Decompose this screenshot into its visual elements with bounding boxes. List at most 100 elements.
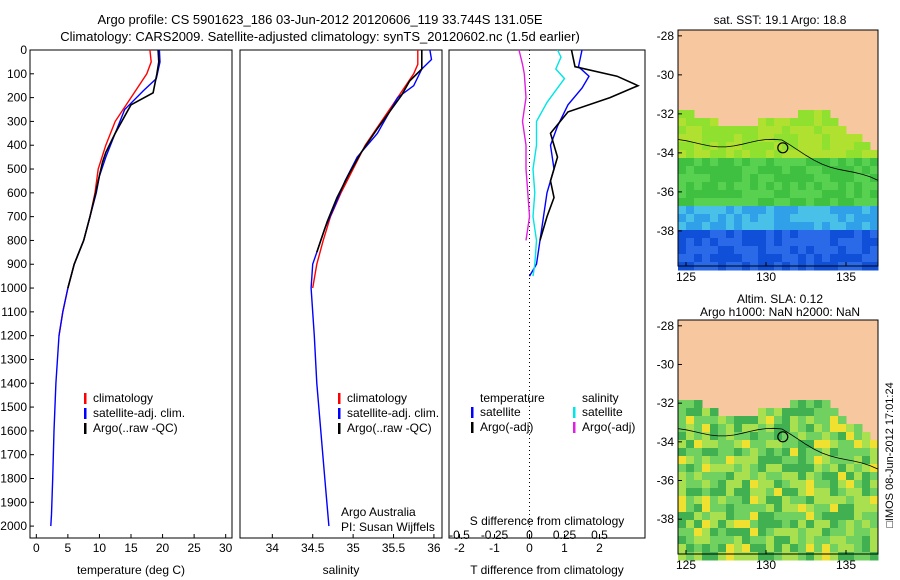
map-cell bbox=[846, 142, 855, 151]
map-y-tick-label: -36 bbox=[657, 474, 675, 488]
map-cell bbox=[758, 190, 767, 199]
map-cell bbox=[726, 456, 735, 465]
map-cell bbox=[838, 440, 847, 449]
map-cell bbox=[686, 246, 695, 255]
map-cell bbox=[694, 408, 703, 417]
y-tick-label: 100 bbox=[7, 67, 27, 81]
map-cell bbox=[830, 480, 839, 489]
map-cell bbox=[862, 142, 871, 151]
map-cell bbox=[702, 464, 711, 473]
series-line-climatology bbox=[58, 49, 152, 336]
map-cell bbox=[822, 150, 831, 159]
map-cell bbox=[774, 456, 783, 465]
map-cell bbox=[790, 246, 799, 255]
map-cell bbox=[686, 214, 695, 223]
map-cell bbox=[798, 416, 807, 425]
map-cell bbox=[806, 134, 815, 143]
map-cell bbox=[814, 448, 823, 457]
series-line-argoadj bbox=[539, 49, 640, 241]
map-cell bbox=[806, 480, 815, 489]
map-cell bbox=[798, 246, 807, 255]
map-cell bbox=[766, 166, 775, 175]
map-cell bbox=[694, 126, 703, 135]
map-cell bbox=[814, 536, 823, 545]
map-cell bbox=[774, 246, 783, 255]
map-cell bbox=[694, 230, 703, 239]
map-cell bbox=[694, 254, 703, 263]
map-cell bbox=[766, 238, 775, 247]
map-cell bbox=[718, 440, 727, 449]
map-cell bbox=[726, 520, 735, 529]
map-cell bbox=[734, 150, 743, 159]
map-cell bbox=[718, 448, 727, 457]
series-line-satelliteadjclim bbox=[50, 49, 161, 527]
map-cell bbox=[782, 126, 791, 135]
map-cell bbox=[742, 158, 751, 167]
map-cell bbox=[822, 214, 831, 223]
x-tick-label: 34 bbox=[266, 541, 280, 555]
map-cell bbox=[798, 528, 807, 537]
map-cell bbox=[686, 552, 695, 561]
map-cell bbox=[806, 424, 815, 433]
y-tick-label: 800 bbox=[7, 233, 27, 247]
map-cell bbox=[830, 512, 839, 521]
map-cell bbox=[846, 254, 855, 263]
map-cell bbox=[790, 182, 799, 191]
map-cell bbox=[862, 254, 871, 263]
map-cell bbox=[694, 206, 703, 215]
map-cell bbox=[774, 214, 783, 223]
map-cell bbox=[726, 432, 735, 441]
x-tick-label: -1 bbox=[489, 541, 500, 555]
map-cell bbox=[702, 448, 711, 457]
map-cell bbox=[758, 198, 767, 207]
map-cell bbox=[686, 408, 695, 417]
map-cell bbox=[798, 206, 807, 215]
map-cell bbox=[814, 126, 823, 135]
map-cell bbox=[750, 142, 759, 151]
map-cell bbox=[702, 254, 711, 263]
map-cell bbox=[718, 424, 727, 433]
map-cell bbox=[790, 142, 799, 151]
map-cell bbox=[798, 134, 807, 143]
map-cell bbox=[782, 246, 791, 255]
map-cell bbox=[862, 150, 871, 159]
map-cell bbox=[822, 238, 831, 247]
map-cell bbox=[854, 440, 863, 449]
map-cell bbox=[854, 536, 863, 545]
map-cell bbox=[782, 552, 791, 561]
map-cell bbox=[822, 496, 831, 505]
map-cell bbox=[862, 158, 871, 167]
map-cell bbox=[862, 520, 871, 529]
map-cell bbox=[838, 488, 847, 497]
map-cell bbox=[822, 400, 831, 409]
map-cell bbox=[734, 238, 743, 247]
map-cell bbox=[862, 198, 871, 207]
map-cell bbox=[758, 464, 767, 473]
map-cell bbox=[774, 174, 783, 183]
map-cell bbox=[862, 536, 871, 545]
map-cell bbox=[678, 416, 687, 425]
map-cell bbox=[766, 528, 775, 537]
map-cell bbox=[830, 230, 839, 239]
map-cell bbox=[774, 528, 783, 537]
map-cell bbox=[734, 488, 743, 497]
legend-label: climatology bbox=[93, 391, 153, 405]
map-cell bbox=[790, 544, 799, 553]
map-cell bbox=[750, 416, 759, 425]
map-cell bbox=[846, 166, 855, 175]
map-cell bbox=[718, 496, 727, 505]
map-cell bbox=[734, 552, 743, 561]
map-cell bbox=[686, 504, 695, 513]
map-cell bbox=[678, 544, 687, 553]
map-cell bbox=[742, 496, 751, 505]
map-cell bbox=[814, 150, 823, 159]
map-cell bbox=[726, 416, 735, 425]
map-cell bbox=[862, 222, 871, 231]
map-cell bbox=[734, 432, 743, 441]
map-cell bbox=[806, 408, 815, 417]
map-cell bbox=[702, 512, 711, 521]
map-cell bbox=[694, 536, 703, 545]
map-cell bbox=[766, 408, 775, 417]
map-cell bbox=[822, 190, 831, 199]
map-cell bbox=[710, 118, 719, 127]
